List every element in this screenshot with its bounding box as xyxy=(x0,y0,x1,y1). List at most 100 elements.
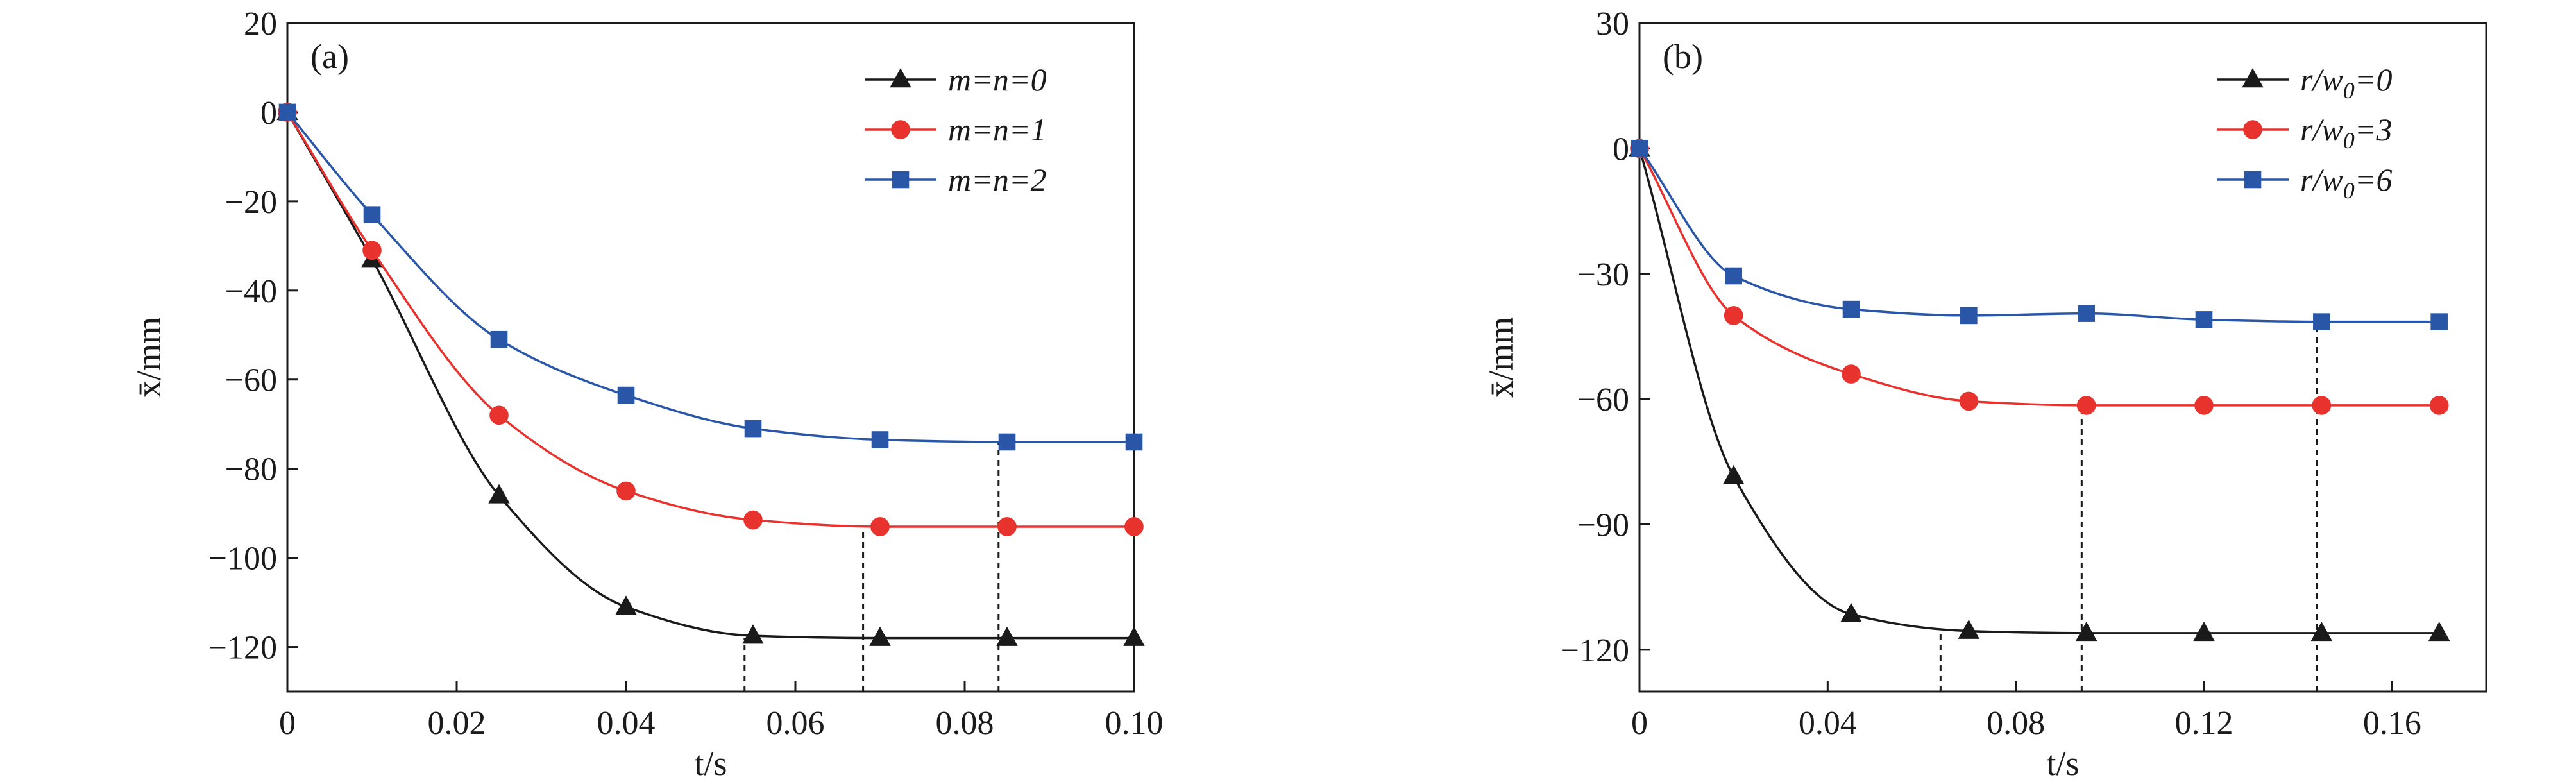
y-tick-label: 0 xyxy=(260,95,277,132)
plot-frame xyxy=(286,22,1135,693)
x-tick-label: 0 xyxy=(1631,705,1648,742)
legend-entry: m=n=2 xyxy=(865,162,1047,198)
data-point xyxy=(2312,396,2332,415)
data-point xyxy=(2075,622,2097,642)
x-tick-label: 0.04 xyxy=(597,705,656,742)
panel-label: (b) xyxy=(1663,37,1703,76)
x-axis-title: t/s xyxy=(694,744,727,782)
data-point xyxy=(617,386,635,404)
data-point xyxy=(998,433,1016,451)
legend-entry: r/w0=6 xyxy=(2217,162,2392,203)
data-point xyxy=(488,484,510,504)
legend-label: m=n=1 xyxy=(948,112,1047,148)
y-tick-label: −60 xyxy=(225,362,277,399)
data-point xyxy=(278,103,296,121)
data-point xyxy=(997,517,1017,536)
data-point xyxy=(615,595,637,615)
x-tick-label: 0.02 xyxy=(428,705,486,742)
legend-entry: m=n=0 xyxy=(865,62,1047,98)
legend-label-main: r/w xyxy=(2300,112,2343,148)
legend-marker xyxy=(891,120,910,139)
legend-entry: r/w0=3 xyxy=(2217,112,2392,153)
data-point xyxy=(2310,622,2333,642)
data-point xyxy=(2194,396,2214,415)
x-tick-label: 0.06 xyxy=(767,705,825,742)
data-point xyxy=(2078,305,2095,322)
data-point xyxy=(2076,396,2096,415)
data-point xyxy=(1959,391,1979,411)
y-tick-label: −120 xyxy=(208,630,277,667)
y-tick-label: 0 xyxy=(1613,131,1629,167)
legend-label-main: r/w xyxy=(2300,62,2343,98)
data-point xyxy=(1125,433,1143,451)
legend-entry: r/w0=0 xyxy=(2217,62,2392,103)
legend-marker xyxy=(890,68,911,88)
legend-marker xyxy=(892,171,910,189)
data-point xyxy=(490,330,508,348)
data-point xyxy=(2428,622,2450,642)
x-tick-label: 0.16 xyxy=(2363,705,2421,742)
series-0 xyxy=(276,101,1145,646)
legend-marker xyxy=(2243,120,2262,139)
data-point xyxy=(743,510,763,530)
data-point xyxy=(1960,307,1978,325)
legend-label: m=n=0 xyxy=(948,62,1047,98)
x-tick-label: 0.10 xyxy=(1105,705,1164,742)
data-point xyxy=(2430,313,2448,330)
y-tick-label: −120 xyxy=(1561,633,1629,669)
legend-label-main: r/w xyxy=(2300,162,2343,198)
data-point xyxy=(870,517,890,536)
legend-label-value: =3 xyxy=(2355,112,2393,148)
y-tick-label: 30 xyxy=(1596,6,1629,42)
legend-label-subscript: 0 xyxy=(2343,78,2355,103)
data-point xyxy=(1124,517,1144,536)
x-tick-label: 0.12 xyxy=(2175,705,2233,742)
data-point xyxy=(869,626,891,646)
legend-label: r/w0=6 xyxy=(2300,162,2392,203)
x-tick-label: 0.04 xyxy=(1799,705,1857,742)
x-tick-label: 0.08 xyxy=(1987,705,2045,742)
data-point xyxy=(2195,311,2213,328)
series-0 xyxy=(1629,137,2450,642)
legend-label-value: =6 xyxy=(2355,162,2393,198)
plot-frame xyxy=(1638,22,2487,693)
data-point xyxy=(489,405,509,425)
legend-marker xyxy=(2244,171,2262,189)
x-tick-label: 0.08 xyxy=(936,705,994,742)
data-point xyxy=(871,431,889,448)
data-point xyxy=(744,420,762,438)
y-tick-label: −60 xyxy=(1577,382,1629,418)
panel-b: 0 0.04 0.08 0.12 0.16 30 0 −30 −60 −90 −120 t/s x̄/m… xyxy=(1482,6,2487,782)
legend-label: m=n=2 xyxy=(948,162,1047,198)
data-point xyxy=(1631,140,1648,157)
series-line xyxy=(286,112,1134,528)
y-tick-label: −90 xyxy=(1577,507,1629,544)
data-point xyxy=(1958,619,1980,639)
y-axis-title: x̄/mm xyxy=(1482,317,1520,398)
y-axis-title: x̄/mm xyxy=(130,317,168,398)
data-point xyxy=(1123,626,1145,646)
series-2 xyxy=(1631,140,2448,330)
series-2 xyxy=(278,103,1143,451)
legend-label: r/w0=0 xyxy=(2300,62,2392,103)
panel-label: (a) xyxy=(310,37,349,76)
series-line xyxy=(286,111,1134,443)
series-line xyxy=(286,112,1134,640)
x-axis-title: t/s xyxy=(2046,744,2079,782)
series-line xyxy=(1638,148,2439,634)
series-1 xyxy=(278,103,1144,536)
data-point xyxy=(1724,306,1743,325)
y-tick-label: −20 xyxy=(225,184,277,221)
data-point xyxy=(1842,364,1861,384)
legend-entry: m=n=1 xyxy=(865,112,1047,148)
legend-label-value: =0 xyxy=(2355,62,2393,98)
y-tick-label: −40 xyxy=(225,273,277,310)
legend-label-subscript: 0 xyxy=(2343,128,2355,153)
data-point xyxy=(362,241,382,260)
data-point xyxy=(2193,622,2215,642)
legend-label: r/w0=3 xyxy=(2300,112,2392,153)
data-point xyxy=(1840,602,1862,622)
panel-a: 0 0.02 0.04 0.06 0.08 0.10 20 0 −20 −40 −60 −80 −100… xyxy=(130,6,1164,782)
data-point xyxy=(1722,464,1745,484)
